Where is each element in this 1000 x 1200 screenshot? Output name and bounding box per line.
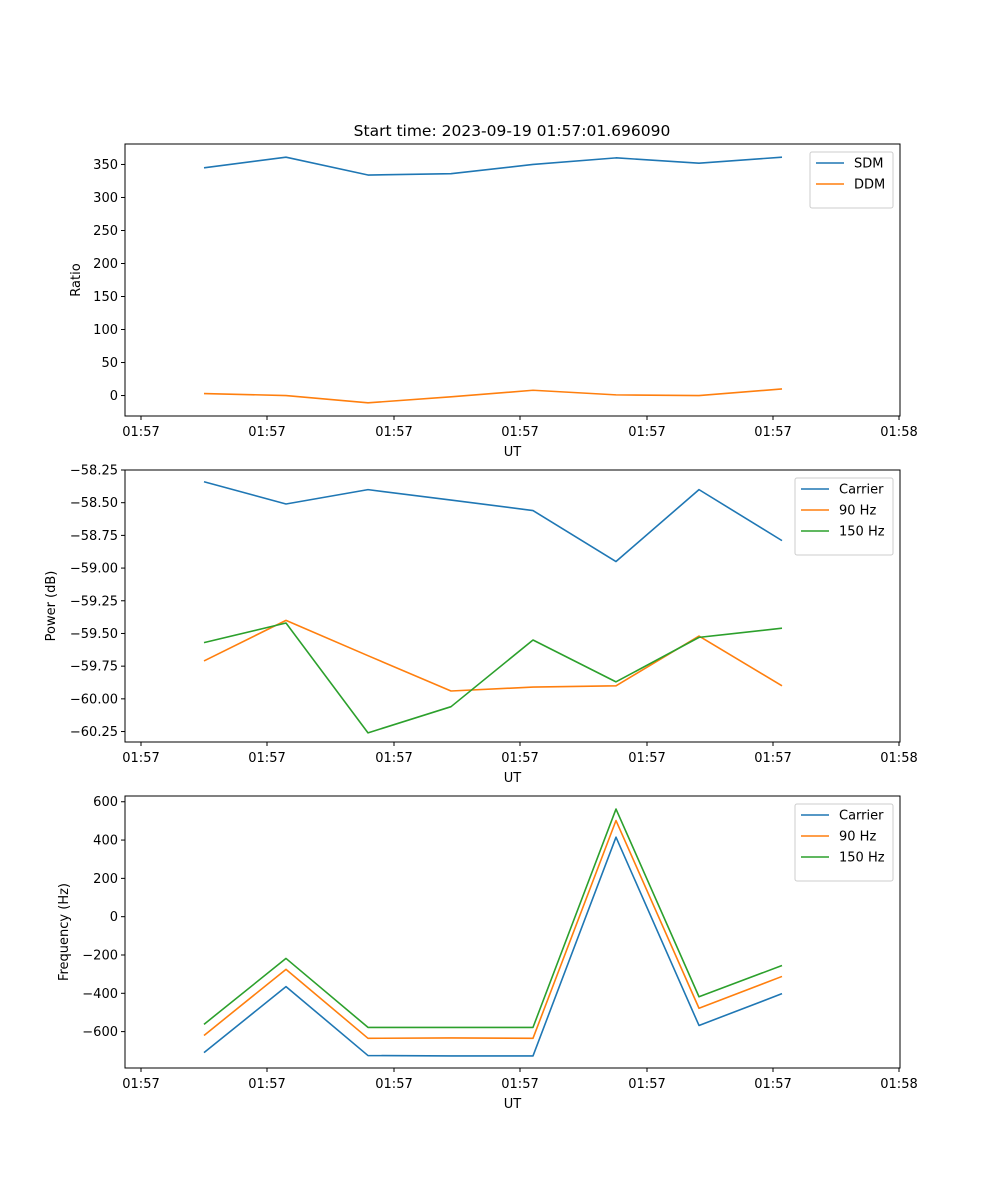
legend-label-carrier: Carrier: [839, 809, 884, 824]
y-tick-label: −60.25: [70, 725, 118, 740]
y-tick-label: 50: [101, 356, 118, 371]
y-tick-label: 250: [93, 224, 118, 239]
x-tick-label: 01:57: [248, 751, 285, 766]
power-panel: 01:57 01:57 01:57 01:57 01:57 01:57 01:58 −58.2…: [44, 464, 918, 787]
y-tick-label: −59.75: [70, 660, 118, 675]
y-tick-label: −58.75: [70, 529, 118, 544]
y-tick-label: −600: [82, 1025, 118, 1040]
legend-label-90-hz: 90 Hz: [839, 830, 876, 845]
plot-area-frame: [124, 143, 901, 417]
y-tick-label: 600: [93, 795, 118, 810]
series-line-150-hz: [203, 622, 783, 734]
plot-area-frame: [124, 469, 901, 743]
x-tick-label: 01:57: [754, 425, 791, 440]
x-tick-label: 01:57: [122, 425, 159, 440]
series-line-ddm: [203, 388, 783, 404]
legend-label-150-hz: 150 Hz: [839, 525, 885, 540]
plot-area-frame: [124, 795, 901, 1069]
x-tick-label: 01:57: [501, 751, 538, 766]
x-tick-label: 01:57: [754, 751, 791, 766]
y-tick-label: 100: [93, 323, 118, 338]
x-axis-label: UT: [504, 445, 522, 460]
legend: Carrier 90 Hz 150 Hz: [794, 477, 894, 556]
x-tick-label: 01:57: [375, 751, 412, 766]
legend-frame: [794, 477, 894, 556]
y-tick-label: 300: [93, 191, 118, 206]
legend-label-ddm: DDM: [854, 178, 885, 193]
y-tick-label: −58.50: [70, 496, 118, 511]
series-line-sdm: [203, 156, 783, 176]
x-tick-label: 01:58: [880, 1077, 917, 1092]
x-tick-label: 01:58: [880, 751, 917, 766]
y-tick-label: 200: [93, 257, 118, 272]
legend-frame: [794, 803, 894, 882]
x-tick-label: 01:57: [122, 1077, 159, 1092]
series-line-150-hz: [203, 808, 783, 1029]
y-tick-label: 0: [110, 389, 118, 404]
x-tick-label: 01:57: [754, 1077, 791, 1092]
x-tick-label: 01:57: [501, 425, 538, 440]
y-tick-label: 350: [93, 158, 118, 173]
series-line-carrier: [203, 480, 783, 563]
x-tick-label: 01:57: [628, 751, 665, 766]
y-tick-label: 400: [93, 834, 118, 849]
x-tick-label: 01:57: [628, 425, 665, 440]
legend: Carrier 90 Hz 150 Hz: [794, 803, 894, 882]
series-line-carrier: [203, 836, 783, 1057]
y-tick-label: 200: [93, 872, 118, 887]
y-tick-label: −400: [82, 987, 118, 1002]
y-tick-label: −200: [82, 948, 118, 963]
x-tick-label: 01:58: [880, 425, 917, 440]
y-tick-label: 150: [93, 290, 118, 305]
y-tick-label: −60.00: [70, 692, 118, 707]
y-axis-label: Ratio: [69, 263, 84, 296]
y-tick-label: −58.25: [70, 464, 118, 479]
x-axis-label: UT: [504, 1097, 522, 1112]
legend-frame: [809, 151, 894, 209]
ratio-panel: 01:57 01:57 01:57 01:57 01:57 01:57 01:58 0 50 10…: [69, 143, 918, 460]
frequency-panel: 01:57 01:57 01:57 01:57 01:57 01:57 01:58 −600 −…: [57, 795, 918, 1112]
series-line-90-hz: [203, 819, 783, 1040]
x-tick-label: 01:57: [122, 751, 159, 766]
x-tick-label: 01:57: [375, 1077, 412, 1092]
y-tick-label: −59.25: [70, 594, 118, 609]
legend-label-carrier: Carrier: [839, 483, 884, 498]
legend-label-sdm: SDM: [854, 157, 883, 172]
x-axis-label: UT: [504, 771, 522, 786]
legend-label-150-hz: 150 Hz: [839, 851, 885, 866]
y-axis-label: Power (dB): [44, 571, 59, 642]
legend: SDM DDM: [809, 151, 894, 209]
x-tick-label: 01:57: [375, 425, 412, 440]
x-tick-label: 01:57: [248, 425, 285, 440]
y-tick-label: 0: [110, 910, 118, 925]
y-tick-label: −59.50: [70, 627, 118, 642]
y-tick-label: −59.00: [70, 562, 118, 577]
legend-label-90-hz: 90 Hz: [839, 504, 876, 519]
x-tick-label: 01:57: [248, 1077, 285, 1092]
x-tick-label: 01:57: [628, 1077, 665, 1092]
y-axis-label: Frequency (Hz): [57, 883, 72, 981]
chart-title: Start time: 2023-09-19 01:57:01.696090: [354, 122, 671, 140]
x-tick-label: 01:57: [501, 1077, 538, 1092]
